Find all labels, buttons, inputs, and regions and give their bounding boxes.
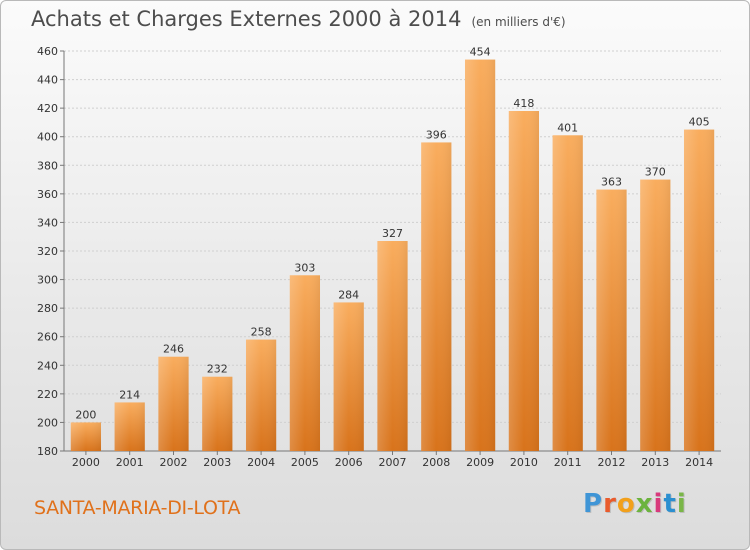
y-tick-label: 280 (37, 302, 58, 315)
logo-letter: t (663, 489, 677, 519)
y-tick-label: 240 (37, 359, 58, 372)
bar-shade (202, 376, 233, 451)
bar-shade (377, 241, 408, 451)
y-tick-label: 260 (37, 331, 58, 344)
bar-shade (552, 135, 583, 452)
y-tick-label: 360 (37, 188, 58, 201)
bar-shade (158, 356, 189, 451)
x-tick-label: 2014 (685, 456, 713, 469)
x-tick-label: 2003 (203, 456, 231, 469)
y-tick-label: 380 (37, 159, 58, 172)
x-tick-label: 2006 (335, 456, 363, 469)
y-tick-label: 320 (37, 245, 58, 258)
logo-letter: i (676, 489, 687, 519)
logo-letter: i (653, 489, 664, 519)
bar-shade (596, 189, 627, 452)
bar-layer (70, 59, 715, 452)
bar-shade (508, 111, 540, 451)
bar-shade (114, 402, 145, 451)
bar-value-label: 370 (645, 166, 666, 179)
y-tick-label: 460 (37, 45, 58, 58)
bar-shade (683, 129, 715, 452)
y-tick-label: 300 (37, 274, 58, 287)
bar-shade (421, 142, 452, 451)
bar-shade (464, 59, 496, 451)
bar-value-label: 363 (601, 176, 622, 189)
bar-value-label: 258 (251, 326, 272, 339)
bar-value-label: 405 (689, 116, 710, 129)
y-tick-label: 200 (37, 416, 58, 429)
x-tick-label: 2011 (554, 456, 582, 469)
commune-name: SANTA-MARIA-DI-LOTA (34, 497, 241, 519)
bar-value-label: 418 (513, 97, 534, 110)
x-tick-label: 2007 (379, 456, 407, 469)
bar-value-label: 303 (294, 261, 315, 274)
bar-shade (640, 179, 671, 452)
logo-letter: o (616, 489, 636, 519)
bar-value-label: 454 (470, 46, 491, 59)
chart-subtitle: (en milliers d'€) (471, 15, 566, 29)
x-tick-label: 2009 (466, 456, 494, 469)
logo-letter: r (603, 489, 617, 519)
x-tick-label: 2013 (641, 456, 669, 469)
x-tick-label: 2002 (160, 456, 188, 469)
chart-title: Achats et Charges Externes 2000 à 2014 (e… (31, 7, 566, 31)
bar-value-label: 214 (119, 388, 140, 401)
x-tick-label: 2005 (291, 456, 319, 469)
proxiti-logo[interactable]: Proxiti (583, 489, 687, 519)
bar-shade (70, 422, 102, 451)
bar-shade (333, 302, 364, 451)
bar-value-label: 401 (557, 121, 578, 134)
bar-value-label: 396 (426, 128, 447, 141)
x-tick-label: 2000 (72, 456, 100, 469)
y-tick-label: 340 (37, 216, 58, 229)
bar-shade (245, 339, 277, 451)
y-tick-label: 420 (37, 102, 58, 115)
bar-shade (289, 275, 321, 451)
x-tick-label: 2012 (598, 456, 626, 469)
x-tick-label: 2008 (422, 456, 450, 469)
x-tick-label: 2001 (116, 456, 144, 469)
bar-value-label: 327 (382, 227, 403, 240)
y-tick-label: 440 (37, 74, 58, 87)
y-tick-label: 220 (37, 388, 58, 401)
x-tick-label: 2004 (247, 456, 275, 469)
logo-letter: P (583, 489, 604, 519)
x-tick-label: 2010 (510, 456, 538, 469)
label-layer: 200 214 246 232 258 303 284 327 396 454 418 401 363 3… (75, 46, 709, 422)
bar-value-label: 246 (163, 343, 184, 356)
y-tick-label: 180 (37, 445, 58, 458)
bar-value-label: 232 (207, 363, 228, 376)
bar-value-label: 284 (338, 288, 359, 301)
title-text: Achats et Charges Externes 2000 à 2014 (31, 7, 462, 31)
logo-letter: x (635, 489, 654, 519)
y-tick-label: 400 (37, 131, 58, 144)
bar-value-label: 200 (75, 408, 96, 421)
